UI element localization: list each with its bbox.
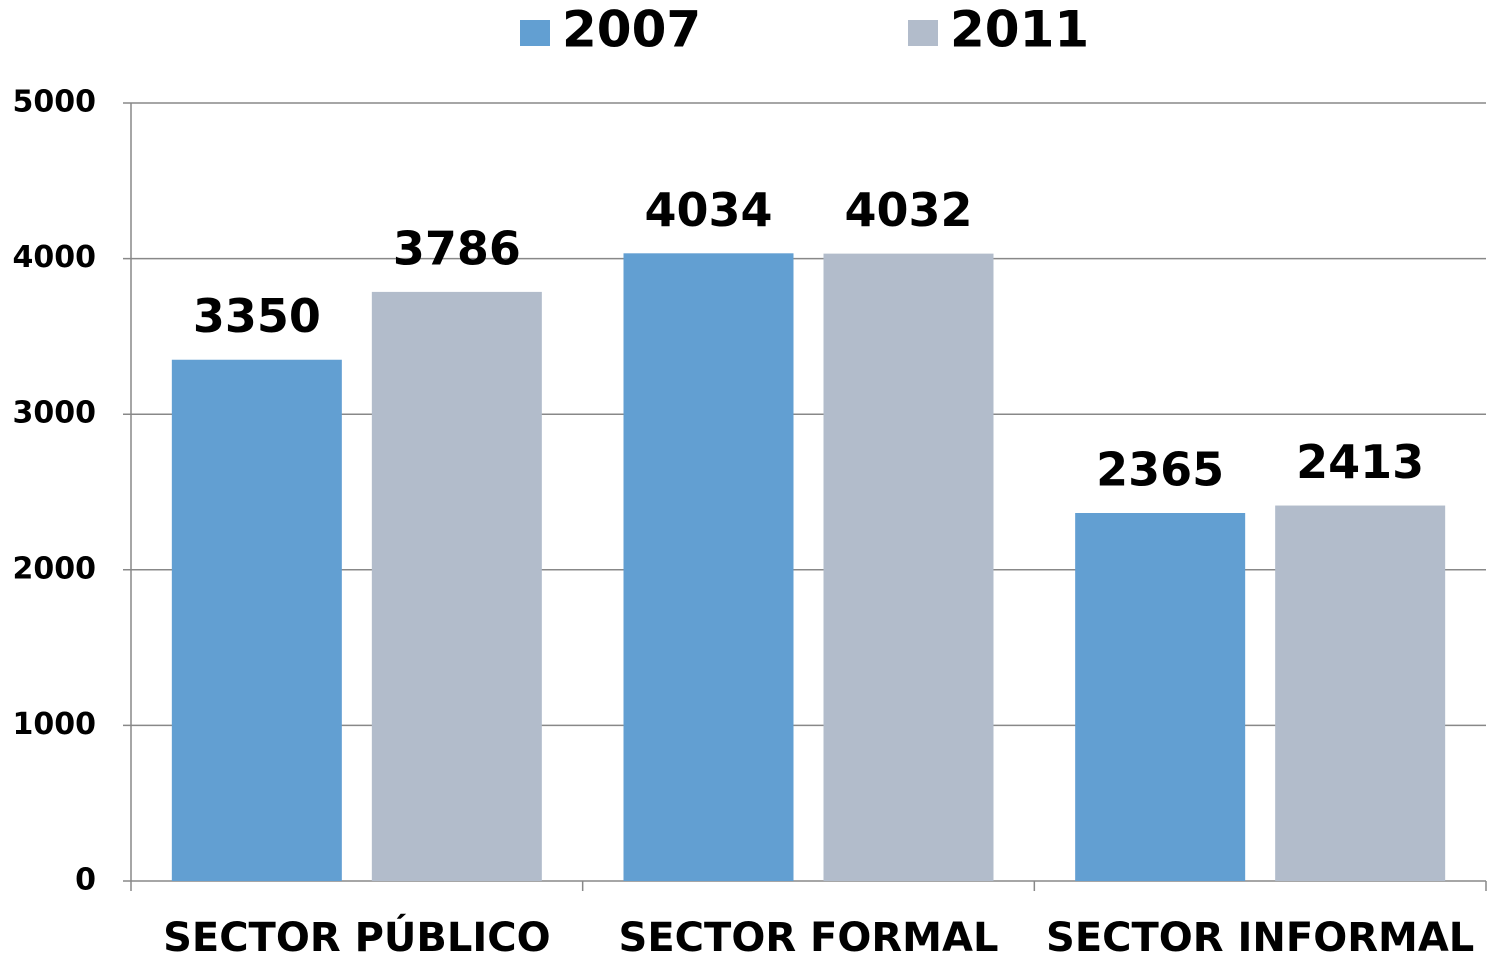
y-tick-label: 4000 bbox=[13, 240, 97, 275]
data-label: 4034 bbox=[644, 183, 772, 237]
x-tick-label: SECTOR PÚBLICO bbox=[163, 913, 551, 961]
data-label: 2413 bbox=[1296, 435, 1424, 489]
bar bbox=[1275, 505, 1446, 881]
legend-swatch bbox=[908, 20, 938, 46]
legend-label: 2011 bbox=[950, 1, 1089, 59]
y-tick-label: 2000 bbox=[13, 551, 97, 586]
y-tick-label: 0 bbox=[75, 863, 96, 898]
y-tick-label: 1000 bbox=[13, 707, 97, 742]
y-tick-label: 3000 bbox=[13, 396, 97, 431]
data-label: 3350 bbox=[193, 289, 321, 343]
data-label: 3786 bbox=[393, 221, 521, 275]
bar bbox=[171, 359, 342, 881]
bar bbox=[1075, 513, 1246, 881]
bar bbox=[371, 291, 542, 881]
bar bbox=[823, 253, 994, 882]
y-tick-label: 5000 bbox=[13, 85, 97, 120]
data-label: 2365 bbox=[1096, 443, 1224, 497]
x-tick-label: SECTOR FORMAL bbox=[619, 915, 999, 961]
data-label: 4032 bbox=[844, 183, 972, 237]
bar bbox=[623, 253, 794, 882]
legend-label: 2007 bbox=[562, 1, 701, 59]
x-tick-label: SECTOR INFORMAL bbox=[1046, 915, 1474, 961]
legend-swatch bbox=[520, 20, 550, 46]
